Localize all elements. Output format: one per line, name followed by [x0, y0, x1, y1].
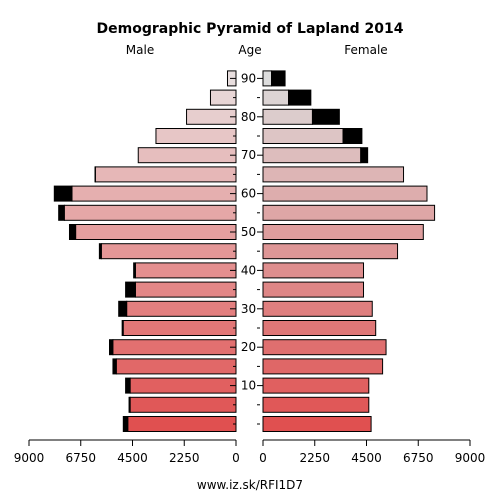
male-x-tick-label: 9000: [14, 451, 45, 465]
male-bar-75-79: [155, 128, 237, 144]
female-x-tick-label: 0: [259, 451, 267, 465]
female-label: Female: [344, 43, 387, 57]
age-label: Age: [238, 43, 261, 57]
male-excess-bar-60-64: [53, 185, 73, 202]
female-bar-10-14: [262, 377, 370, 394]
age-tick-label: 80: [241, 110, 256, 124]
age-tick-label: 50: [241, 225, 256, 239]
age-tick-label: 20: [241, 340, 256, 354]
age-tick-label: 40: [241, 263, 256, 277]
male-bar-55-59: [63, 204, 237, 221]
female-x-tick-label: 4500: [351, 451, 382, 465]
female-bar-30-34: [262, 300, 373, 317]
male-x-tick-label: 0: [232, 451, 240, 465]
male-bar-65-69: [94, 166, 237, 183]
male-bar-20-24: [112, 339, 237, 356]
age-tick-label: 10: [241, 379, 256, 393]
female-x-tick-label: 9000: [455, 451, 486, 465]
female-bar-25-29: [262, 320, 377, 336]
female-bar-75-79: [262, 128, 344, 144]
male-bar-60-64: [71, 185, 237, 202]
male-x-tick-label: 4500: [117, 451, 148, 465]
male-excess-bar-35-39: [125, 281, 136, 298]
bars-group: [53, 70, 436, 432]
male-bar-35-39: [134, 281, 237, 298]
male-bar-15-19: [115, 358, 237, 375]
male-x-tick-label: 6750: [65, 451, 96, 465]
female-bar-45-49: [262, 243, 399, 260]
male-x-tick-label: 2250: [169, 451, 200, 465]
male-bar-40-44: [134, 262, 237, 279]
male-bar-30-34: [126, 300, 237, 317]
female-bar-55-59: [262, 204, 436, 221]
male-excess-bar-0-4: [122, 416, 129, 432]
female-bar-85-89: [262, 89, 290, 106]
age-tick-label: 90: [241, 71, 256, 85]
female-bar-40-44: [262, 262, 365, 279]
female-excess-bar-85-89: [288, 89, 312, 106]
male-bar-70-74: [137, 147, 237, 164]
female-bar-35-39: [262, 281, 365, 298]
female-excess-bar-80-84: [311, 108, 340, 125]
female-excess-bar-90+: [271, 70, 286, 87]
female-bar-5-9: [262, 396, 370, 413]
female-bar-50-54: [262, 224, 424, 240]
male-excess-bar-30-34: [118, 300, 128, 317]
male-bar-85-89: [209, 89, 237, 106]
male-bar-5-9: [129, 396, 237, 413]
female-excess-bar-70-74: [360, 147, 369, 164]
male-bar-0-4: [127, 416, 237, 432]
female-bar-65-69: [262, 166, 405, 183]
male-excess-bar-50-54: [68, 224, 77, 240]
male-excess-bar-20-24: [109, 339, 114, 356]
female-x-tick-label: 2250: [299, 451, 330, 465]
female-bar-70-74: [262, 147, 362, 164]
male-bar-10-14: [129, 377, 237, 394]
male-excess-bar-10-14: [125, 377, 131, 394]
female-bar-80-84: [262, 108, 313, 125]
female-bar-20-24: [262, 339, 387, 356]
male-bar-80-84: [186, 108, 237, 125]
male-label: Male: [126, 43, 154, 57]
female-x-tick-label: 6750: [403, 451, 434, 465]
male-bar-25-29: [122, 320, 237, 336]
age-tick-label: 70: [241, 148, 256, 162]
female-excess-bar-75-79: [342, 128, 363, 144]
age-tick-label: 60: [241, 187, 256, 201]
chart-title: Demographic Pyramid of Lapland 2014: [97, 21, 404, 37]
footer-url: www.iz.sk/RFI1D7: [197, 478, 303, 492]
female-bar-60-64: [262, 185, 428, 202]
male-bar-45-49: [100, 243, 237, 260]
age-tick-label: 30: [241, 302, 256, 316]
male-excess-bar-15-19: [112, 358, 117, 375]
male-bar-50-54: [75, 224, 237, 240]
male-excess-bar-55-59: [58, 204, 65, 221]
female-bar-15-19: [262, 358, 384, 375]
female-bar-90+: [262, 70, 273, 87]
female-bar-0-4: [262, 416, 372, 432]
axes-group: 10 20 30 40 50 60 70 80 90 9000 6750 4500 2250 0 0 2250…: [14, 71, 486, 465]
